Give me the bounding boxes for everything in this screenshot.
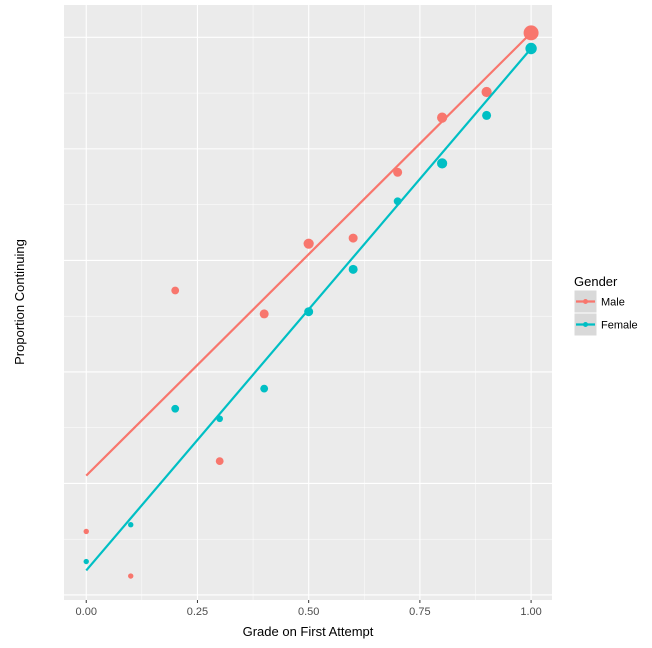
female-point <box>83 558 89 565</box>
legend-title: Gender <box>574 274 618 289</box>
male-point <box>259 309 269 319</box>
male-point <box>83 528 89 535</box>
female-point <box>525 42 537 55</box>
male-point <box>128 573 134 579</box>
male-point <box>393 167 403 177</box>
male-point <box>303 238 314 249</box>
male-point <box>437 112 448 123</box>
male-point <box>348 233 358 243</box>
female-point <box>260 384 269 393</box>
x-tick-label: 0.00 <box>76 606 97 618</box>
male-point <box>481 86 492 98</box>
x-tick-label: 0.25 <box>187 606 208 618</box>
x-tick-label: 1.00 <box>520 606 541 618</box>
female-point <box>128 522 134 528</box>
female-point <box>171 404 180 413</box>
male-point <box>171 286 180 295</box>
legend: Gender Male Female <box>573 274 638 337</box>
y-axis-title: Proportion Continuing <box>12 239 27 365</box>
x-tick-label: 0.75 <box>409 606 430 618</box>
female-point <box>437 158 448 169</box>
x-axis-title: Grade on First Attempt <box>243 624 374 639</box>
male-point <box>215 457 224 466</box>
male-fit-line <box>85 32 532 477</box>
legend-point-female <box>583 322 588 327</box>
female-point <box>216 415 223 423</box>
female-point <box>304 307 314 317</box>
legend-label-female: Female <box>601 320 638 332</box>
female-point <box>348 264 358 274</box>
female-point <box>393 197 402 206</box>
legend-point-male <box>583 299 588 304</box>
male-point <box>523 25 539 41</box>
x-tick-label: 0.50 <box>298 606 319 618</box>
legend-label-male: Male <box>601 297 625 309</box>
female-point <box>482 110 492 120</box>
